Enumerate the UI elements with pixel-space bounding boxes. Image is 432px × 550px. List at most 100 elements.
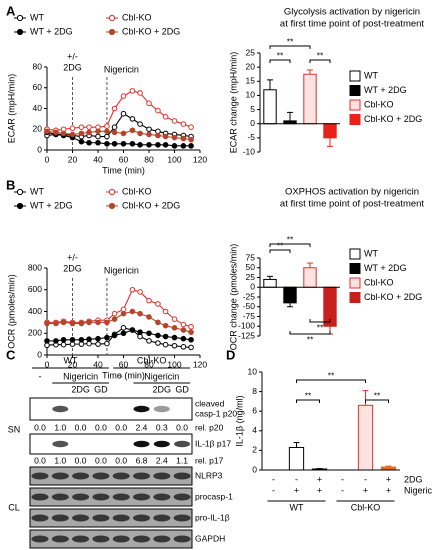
data-point (188, 124, 194, 130)
y-axis-label: OCR (pmoles/min) (6, 274, 16, 349)
data-point (188, 336, 194, 343)
band (72, 493, 90, 501)
band (92, 472, 110, 480)
x-tick-label: 20 (68, 154, 78, 164)
data-point (129, 308, 136, 315)
band (153, 535, 171, 543)
significance-bracket (309, 319, 331, 323)
annotation: +/- (67, 252, 78, 262)
band (51, 472, 69, 480)
band (153, 405, 170, 413)
treatment-label: 2DG (71, 384, 90, 394)
data-point (162, 333, 169, 340)
legend-label: WT (30, 186, 44, 196)
data-point (120, 330, 127, 337)
legend-label: Cbl-KO (364, 277, 394, 287)
y-tick-label: 600 (28, 284, 42, 294)
data-point (188, 329, 194, 335)
significance-label: ** (317, 322, 324, 332)
condition-mark: - (272, 485, 275, 495)
data-point (104, 140, 110, 147)
rel-label: rel. p17 (195, 455, 224, 465)
legend-label: Cbl-KO + 2DG (364, 292, 422, 302)
x-axis-label: Time (min) (102, 370, 145, 380)
data-point (78, 336, 85, 343)
chart-title: at first time point of post-treatment (280, 199, 425, 210)
data-point (111, 310, 118, 317)
fraction-label: SN (8, 424, 21, 434)
blot-label: cleaved (195, 398, 225, 408)
data-point (137, 130, 143, 137)
legend-marker (108, 28, 116, 36)
data-point (104, 123, 110, 129)
data-point (137, 142, 143, 148)
significance-bracket (269, 59, 291, 63)
condition-mark: - (272, 474, 275, 484)
band (112, 535, 130, 543)
data-point (120, 325, 127, 331)
data-point (78, 130, 85, 137)
blot (29, 487, 193, 507)
y-tick-label: 4 (252, 425, 257, 435)
data-point (69, 336, 76, 343)
blot (29, 529, 193, 549)
treatment-label: 2DG (153, 384, 172, 394)
band (31, 493, 49, 501)
band (92, 535, 110, 543)
data-point (180, 321, 187, 328)
band (153, 493, 171, 501)
y-axis-label: ECAR (mpH/min) (6, 74, 16, 144)
legend-label: Cbl-KO + 2DG (122, 200, 180, 210)
rel-value: 2.4 (136, 422, 148, 432)
data-point (171, 134, 178, 141)
series-line (46, 90, 192, 131)
x-tick-label: 60 (119, 359, 129, 369)
data-point (120, 93, 127, 99)
data-point (129, 127, 136, 134)
x-tick-label: 100 (167, 359, 181, 369)
band (133, 472, 150, 480)
legend-label: Cbl-KO (364, 99, 394, 109)
data-point (146, 330, 152, 337)
rel-value: 0.0 (34, 455, 46, 465)
blot (29, 508, 193, 528)
data-point (95, 335, 101, 342)
rel-value: 0.0 (95, 455, 107, 465)
data-point (180, 135, 187, 142)
blot-group: WT (63, 355, 77, 365)
y-tick-label: 40 (33, 103, 43, 113)
data-point (104, 319, 110, 326)
bar (303, 267, 317, 288)
x-tick-label: 120 (193, 154, 207, 164)
y-tick-label: -5 (247, 132, 255, 142)
x-tick-label: 20 (68, 359, 78, 369)
bar (303, 73, 317, 125)
y-tick-label: 20 (33, 124, 43, 134)
data-point (95, 139, 101, 146)
data-point (86, 124, 92, 130)
significance-label: ** (287, 36, 294, 46)
legend-swatch (349, 263, 361, 274)
legend-swatch (349, 292, 361, 303)
data-point (155, 319, 161, 326)
band (51, 514, 69, 522)
data-point (171, 316, 178, 322)
data-point (120, 140, 127, 147)
legend-swatch (349, 248, 361, 260)
data-point (86, 139, 92, 146)
y-tick-label: 25 (246, 47, 256, 57)
annotation: Nigericin (104, 64, 139, 74)
data-point (137, 90, 143, 96)
y-tick-label: 8 (252, 386, 257, 396)
legend-label: Cbl-KO (122, 12, 152, 22)
band (112, 514, 130, 522)
data-point (95, 133, 101, 140)
rel-value: 0.0 (176, 422, 188, 432)
data-point (155, 142, 161, 148)
condition-mark: - (364, 474, 367, 484)
y-tick-label: 0 (37, 349, 42, 359)
data-point (162, 142, 169, 148)
data-point (162, 341, 169, 348)
